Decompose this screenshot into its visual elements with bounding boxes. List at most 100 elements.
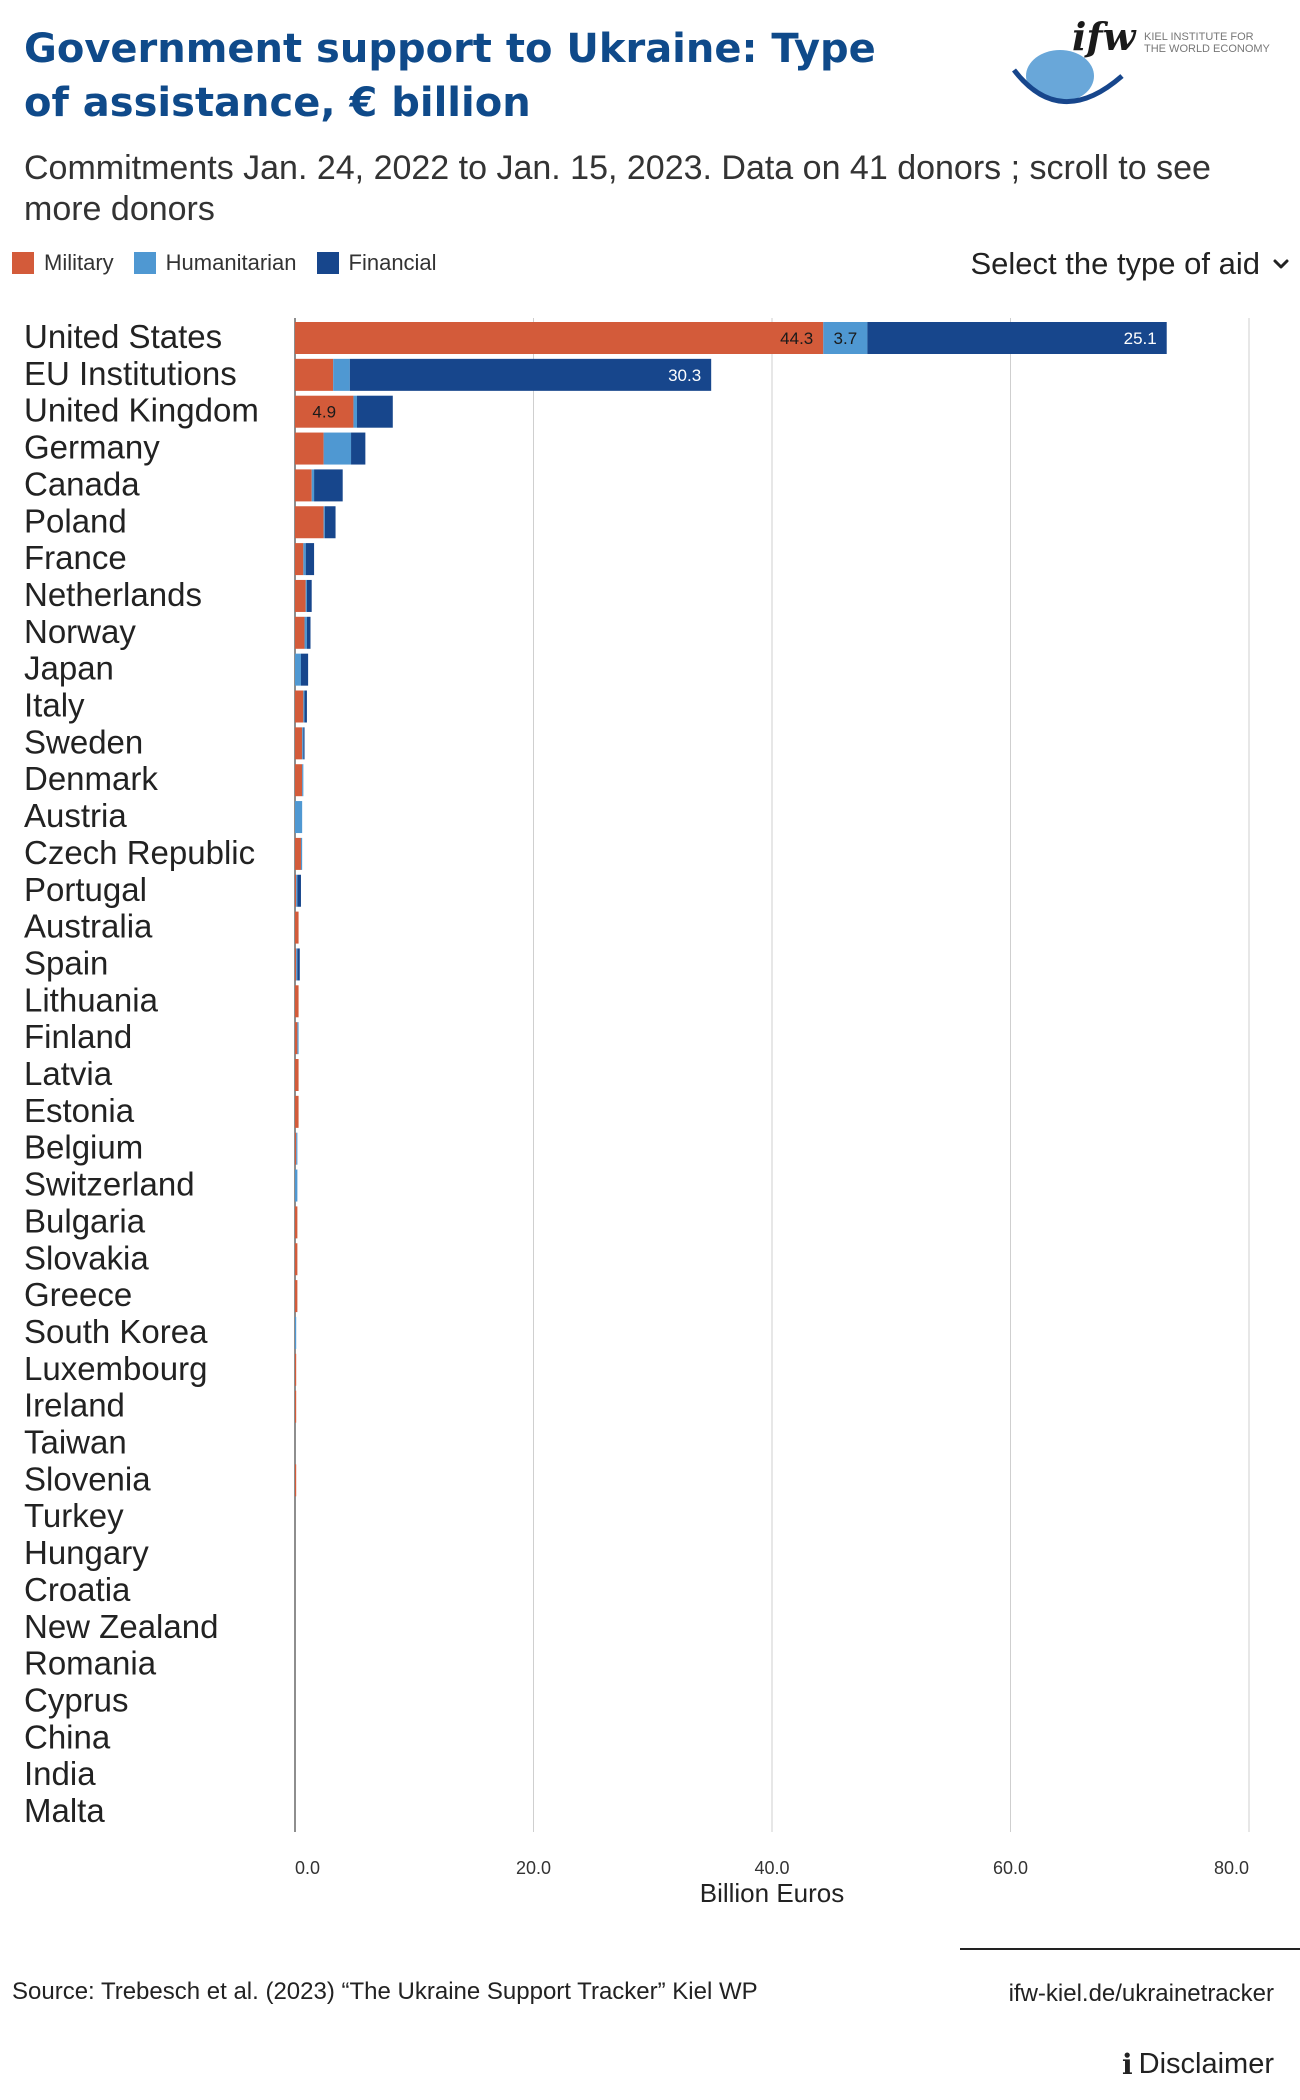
bar-lithuania-military [295,985,299,1018]
bar-canada-humanitarian [311,469,315,502]
bar-czech-republic-military [295,837,301,870]
bar-belgium-military [295,1132,297,1165]
category-label-sweden: Sweden [24,723,143,760]
legend-swatch-financial [316,252,339,274]
bar-finland-military [295,1022,298,1055]
bar-slovenia-military [295,1464,297,1497]
bar-spain-military [295,948,297,981]
category-label-turkey: Turkey [24,1497,124,1534]
category-label-slovenia: Slovenia [24,1460,151,1497]
category-label-estonia: Estonia [24,1092,135,1129]
category-label-romania: Romania [24,1645,157,1682]
category-label-india: India [24,1755,96,1792]
logo-text-line2: THE WORLD ECONOMY [1144,43,1271,55]
bar-australia-military [295,911,299,944]
bar-united-kingdom-military [295,395,354,428]
bar-spain-humanitarian [296,948,298,981]
category-label-italy: Italy [24,687,85,724]
bar-italy-financial [304,690,307,723]
category-label-czech-republic: Czech Republic [24,834,255,871]
bar-ireland-military [295,1390,297,1423]
category-label-france: France [24,539,127,576]
bar-canada-financial [314,469,343,502]
bar-netherlands-humanitarian [305,579,307,612]
category-label-south-korea: South Korea [24,1313,208,1350]
bar-poland-financial [324,506,336,539]
bar-greece-military [295,1280,298,1313]
ifw-logo: ifw KIEL INSTITUTE FOR THE WORLD ECONOMY [1010,14,1280,118]
category-label-ireland: Ireland [24,1387,125,1424]
logo-text-line1: KIEL INSTITUTE FOR [1144,31,1254,43]
bar-germany-humanitarian [323,432,352,465]
category-label-slovakia: Slovakia [24,1239,149,1276]
category-label-cyprus: Cyprus [24,1681,129,1718]
category-label-taiwan: Taiwan [24,1424,127,1461]
bar-poland-military [295,506,324,539]
data-label-eu-institutions-financial: 30.3 [668,366,701,385]
bar-sweden-humanitarian [302,727,304,760]
bar-united-kingdom-financial [357,395,393,428]
info-icon: i [1122,2048,1133,2081]
legend-swatch-military [12,252,34,274]
legend-swatch-humanitarian [133,252,156,274]
x-tick-label: 80.0 [1214,1858,1249,1878]
chart-legend: Military Humanitarian Financial [12,250,457,276]
category-label-greece: Greece [24,1276,132,1313]
bar-luxembourg-military [295,1353,297,1386]
disclaimer-label: Disclaimer [1138,2048,1274,2080]
category-label-malta: Malta [24,1792,105,1829]
data-label-united-kingdom-military: 4.9 [312,403,336,422]
category-label-austria: Austria [24,797,127,834]
chevron-down-icon [1273,259,1289,269]
bar-eu-institutions-financial [349,358,712,391]
bar-france-financial [305,543,315,576]
category-label-germany: Germany [24,429,160,466]
category-label-spain: Spain [24,944,108,981]
bar-canada-military [295,469,312,502]
bar-estonia-military [295,1095,299,1128]
category-label-australia: Australia [24,908,153,945]
category-label-croatia: Croatia [24,1571,131,1608]
legend-item-humanitarian[interactable]: Humanitarian [133,250,297,276]
legend-label-military: Military [44,250,114,275]
bar-poland-humanitarian [323,506,325,539]
bar-japan-financial [300,653,309,686]
aid-type-dropdown[interactable]: Select the type of aid [970,246,1290,282]
bar-norway-financial [306,616,311,649]
category-label-canada: Canada [24,465,140,502]
x-tick-label: 20.0 [516,1858,551,1878]
bar-sweden-financial [303,727,305,760]
x-axis-label: Billion Euros [700,1878,845,1908]
bar-italy-military [295,690,304,723]
bar-switzerland-humanitarian [295,1169,298,1202]
page-title: Government support to Ukraine: Type of a… [24,26,876,126]
category-label-lithuania: Lithuania [24,981,159,1018]
bar-sweden-military [295,727,303,760]
bar-united-states-military [295,322,824,354]
data-label-united-states-humanitarian: 3.7 [834,329,858,348]
tracker-link[interactable]: ifw-kiel.de/ukrainetracker [1008,1980,1274,2007]
category-label-switzerland: Switzerland [24,1166,195,1203]
bar-finland-humanitarian [297,1022,299,1055]
bar-denmark-humanitarian [302,764,304,797]
bar-portugal-financial [297,874,301,907]
disclaimer-button[interactable]: i Disclaimer [1122,2048,1274,2081]
bar-italy-humanitarian [303,690,305,723]
bar-latvia-military [295,1059,299,1091]
legend-item-financial[interactable]: Financial [316,250,437,276]
bar-germany-financial [351,432,366,465]
bar-japan-humanitarian [295,653,301,686]
bar-eu-institutions-humanitarian [333,358,350,391]
legend-item-military[interactable]: Military [12,250,114,276]
category-label-eu-institutions: EU Institutions [24,355,237,392]
category-label-poland: Poland [24,502,127,539]
stacked-bar-chart: 0.0 20.0 40.0 60.0 80.0 Billion Euros United S… [24,318,1250,1908]
bar-norway-humanitarian [304,616,307,649]
x-tick-label: 60.0 [993,1858,1028,1878]
category-label-luxembourg: Luxembourg [24,1350,207,1387]
category-label-netherlands: Netherlands [24,576,202,613]
category-label-belgium: Belgium [24,1129,143,1166]
bar-portugal-humanitarian [296,874,298,907]
category-label-latvia: Latvia [24,1055,113,1092]
bar-spain-financial [297,948,300,981]
